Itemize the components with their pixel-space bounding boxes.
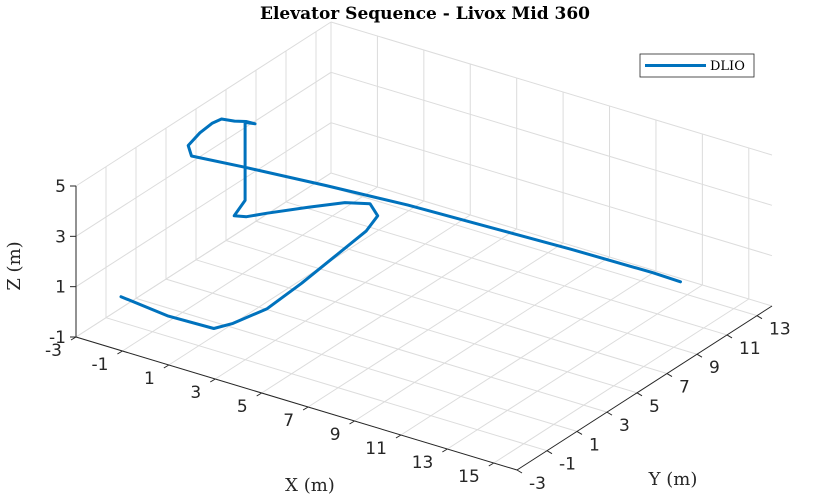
y-tick-mark bbox=[666, 373, 673, 377]
wall-gridline-z bbox=[75, 172, 332, 338]
x-tick-label: -1 bbox=[91, 355, 108, 375]
y-tick-mark bbox=[576, 430, 583, 435]
x-tick-mark bbox=[117, 350, 123, 355]
wall-gridline-z bbox=[330, 21, 773, 156]
y-tick-label: 9 bbox=[709, 358, 720, 378]
y-axis-label: Y (m) bbox=[648, 469, 698, 490]
y-axis-line bbox=[516, 305, 773, 471]
floor-gridline-x bbox=[261, 228, 517, 394]
floor-gridline-x bbox=[214, 214, 471, 380]
legend-label-dlio: DLIO bbox=[710, 59, 745, 74]
x-tick-label: -3 bbox=[45, 341, 62, 361]
x-tick-label: 1 bbox=[144, 369, 155, 389]
floor-gridline-y bbox=[315, 182, 758, 317]
z-tick-label: 3 bbox=[55, 227, 66, 247]
x-axis-line bbox=[75, 336, 518, 471]
floor-gridline-x bbox=[307, 242, 564, 408]
series-layer bbox=[119, 117, 682, 330]
floor-gridline-x bbox=[122, 186, 378, 352]
y-tick-mark bbox=[546, 450, 553, 455]
z-tick-label: 1 bbox=[55, 278, 66, 298]
y-tick-mark bbox=[696, 353, 703, 358]
wall-gridline-z bbox=[75, 71, 332, 237]
x-tick-label: 9 bbox=[330, 425, 341, 445]
x-tick-mark bbox=[210, 378, 216, 383]
x-tick-mark bbox=[395, 434, 402, 439]
y-tick-label: 5 bbox=[649, 397, 660, 417]
z-axis-label: Z (m) bbox=[4, 241, 25, 290]
y-tick-label: -3 bbox=[529, 474, 546, 494]
x-tick-mark bbox=[442, 448, 448, 453]
series-line-dlio bbox=[119, 117, 682, 330]
y-tick-label: 3 bbox=[619, 416, 630, 436]
floor-gridline-x bbox=[493, 298, 750, 464]
wall-gridline-z bbox=[330, 71, 773, 206]
y-tick-mark bbox=[516, 469, 523, 474]
z-tick-label: -1 bbox=[49, 328, 66, 348]
floor-gridline-y bbox=[255, 220, 698, 355]
wall-gridline-z bbox=[330, 172, 773, 307]
wall-gridline-z bbox=[75, 122, 332, 288]
y-tick-mark bbox=[636, 392, 643, 397]
x-tick-label: 15 bbox=[458, 467, 480, 487]
wall-gridline-z bbox=[330, 122, 773, 257]
x-tick-mark bbox=[349, 420, 355, 425]
x-tick-mark bbox=[163, 364, 170, 369]
floor-gridline-x bbox=[168, 200, 425, 366]
floor-gridline-y bbox=[195, 259, 638, 394]
floor-gridline-x bbox=[400, 270, 657, 436]
y-tick-label: 1 bbox=[589, 435, 600, 455]
x-tick-label: 5 bbox=[237, 397, 248, 417]
x-tick-label: 7 bbox=[283, 411, 294, 431]
x-tick-mark bbox=[488, 462, 495, 467]
floor-gridline-x bbox=[354, 256, 610, 422]
legend: DLIO bbox=[639, 53, 755, 78]
axis-layer bbox=[70, 185, 773, 474]
y-tick-mark bbox=[756, 315, 763, 320]
y-tick-label: -1 bbox=[559, 455, 576, 475]
x-tick-mark bbox=[302, 406, 309, 411]
y-tick-mark bbox=[606, 411, 613, 416]
y-tick-label: 7 bbox=[679, 378, 690, 398]
floor-gridline-y bbox=[165, 278, 608, 413]
wall-gridline-z bbox=[75, 21, 332, 187]
floor-gridline-y bbox=[135, 297, 578, 432]
floor-gridline-x bbox=[447, 284, 703, 450]
x-tick-label: 11 bbox=[365, 439, 387, 459]
z-tick-label: 5 bbox=[55, 177, 66, 197]
floor-gridline-y bbox=[285, 201, 728, 336]
x-tick-label: 3 bbox=[190, 383, 201, 403]
x-tick-label: 13 bbox=[412, 453, 434, 473]
chart-title: Elevator Sequence - Livox Mid 360 bbox=[260, 4, 590, 24]
y-tick-label: 11 bbox=[739, 339, 761, 359]
x-axis-label: X (m) bbox=[285, 475, 335, 496]
y-tick-mark bbox=[726, 334, 733, 339]
floor-gridline-y bbox=[105, 317, 548, 452]
floor-gridline-y bbox=[225, 240, 668, 375]
x-tick-mark bbox=[256, 392, 262, 397]
grid-layer bbox=[75, 21, 773, 471]
y-tick-label: 13 bbox=[769, 320, 791, 340]
